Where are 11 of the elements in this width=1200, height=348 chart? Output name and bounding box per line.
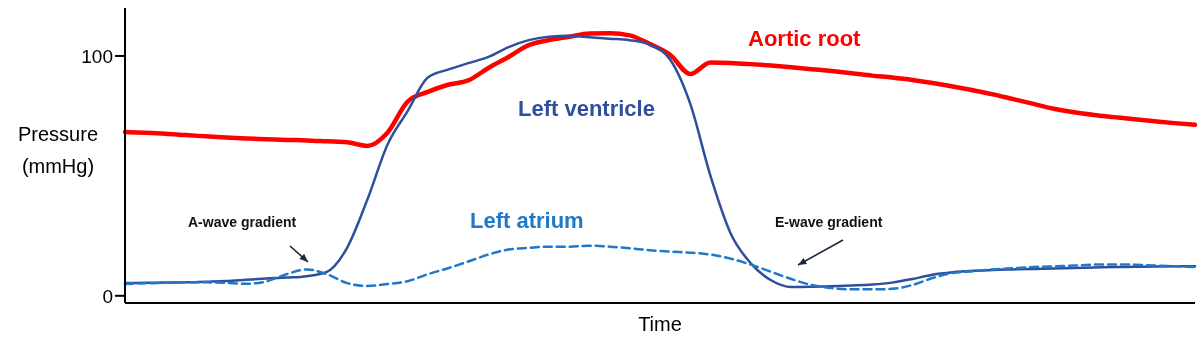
x-axis-title: Time	[637, 313, 683, 336]
y-axis-title: Pressure (mmHg)	[17, 122, 99, 179]
line-series	[122, 30, 1198, 149]
y-tick-label: 100	[81, 45, 113, 67]
series-label: Left ventricle	[518, 96, 655, 122]
series-label: Aortic root	[748, 26, 861, 52]
line-series	[123, 244, 1197, 291]
y-tick-label: 0	[102, 285, 113, 307]
series-label: Left atrium	[470, 208, 584, 234]
annotation: A-wave gradient	[188, 214, 297, 230]
annotation: E-wave gradient	[775, 214, 883, 230]
